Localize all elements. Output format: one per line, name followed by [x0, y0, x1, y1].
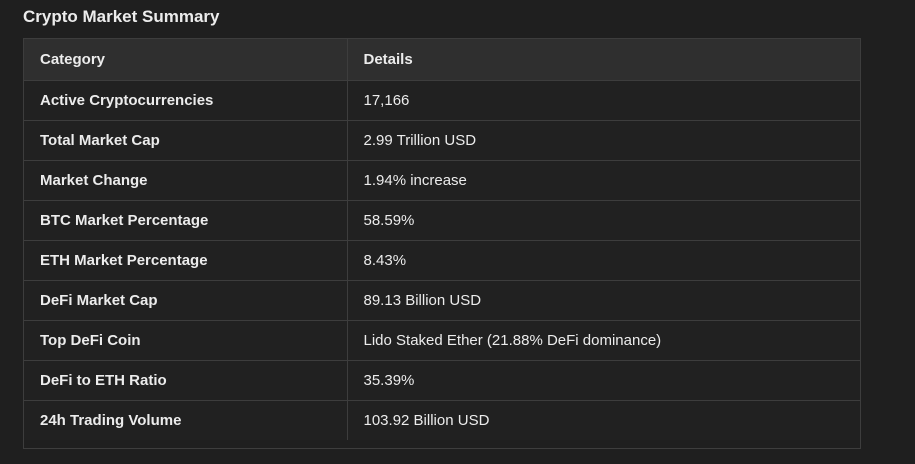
row-category-cell: Total Market Cap: [24, 120, 348, 161]
page-title: Crypto Market Summary: [23, 7, 220, 26]
market-summary-table: Category Details Active Cryptocurrencies…: [24, 39, 860, 440]
row-category-cell: BTC Market Percentage: [24, 200, 348, 241]
table-row: ETH Market Percentage 8.43%: [24, 240, 860, 281]
table-row: 24h Trading Volume 103.92 Billion USD: [24, 400, 860, 440]
table-row: DeFi to ETH Ratio 35.39%: [24, 360, 860, 401]
table-row: Market Change 1.94% increase: [24, 160, 860, 201]
market-summary-table-container: Category Details Active Cryptocurrencies…: [23, 38, 861, 449]
table-row: Top DeFi Coin Lido Staked Ether (21.88% …: [24, 320, 860, 361]
table-row: BTC Market Percentage 58.59%: [24, 200, 860, 241]
row-category-cell: DeFi Market Cap: [24, 280, 348, 321]
row-category-cell: Market Change: [24, 160, 348, 201]
row-category-cell: 24h Trading Volume: [24, 400, 348, 440]
row-details-cell: 103.92 Billion USD: [347, 400, 860, 440]
row-details-cell: 2.99 Trillion USD: [347, 120, 860, 161]
row-category-cell: Top DeFi Coin: [24, 320, 348, 361]
row-category-cell: ETH Market Percentage: [24, 240, 348, 281]
row-details-cell: 35.39%: [347, 360, 860, 401]
row-details-cell: 89.13 Billion USD: [347, 280, 860, 321]
row-category-cell: Active Cryptocurrencies: [24, 80, 348, 121]
column-header-details: Details: [347, 39, 860, 81]
row-details-cell: Lido Staked Ether (21.88% DeFi dominance…: [347, 320, 860, 361]
column-header-category: Category: [24, 39, 348, 81]
table-header-row: Category Details: [24, 39, 860, 81]
row-details-cell: 58.59%: [347, 200, 860, 241]
row-details-cell: 17,166: [347, 80, 860, 121]
table-row: Total Market Cap 2.99 Trillion USD: [24, 120, 860, 161]
table-row: Active Cryptocurrencies 17,166: [24, 80, 860, 121]
table-row: DeFi Market Cap 89.13 Billion USD: [24, 280, 860, 321]
row-details-cell: 1.94% increase: [347, 160, 860, 201]
row-category-cell: DeFi to ETH Ratio: [24, 360, 348, 401]
row-details-cell: 8.43%: [347, 240, 860, 281]
